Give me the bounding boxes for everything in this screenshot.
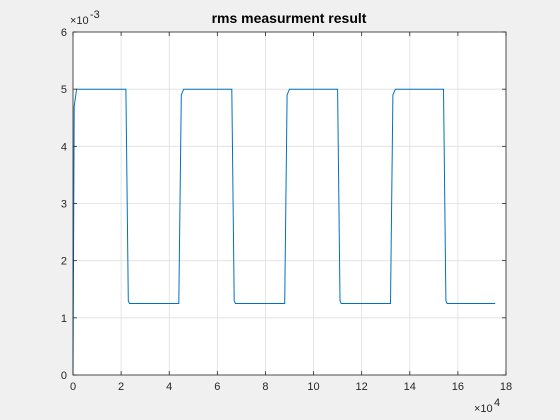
x-exponent-power: 4 — [494, 397, 500, 409]
series-line-0 — [72, 88, 496, 376]
x-exponent: ×10 4 — [474, 397, 500, 415]
ticks — [72, 31, 507, 376]
y-tick-label: 5 — [61, 84, 67, 96]
x-tick-label: 6 — [214, 381, 220, 393]
y-exponent-power: -3 — [90, 9, 100, 21]
series-layer — [72, 88, 496, 376]
chart-title: rms measurment result — [212, 10, 367, 26]
x-tick-label: 8 — [262, 381, 268, 393]
y-tick-label: 6 — [61, 27, 67, 39]
y-tick-label: 3 — [61, 199, 67, 211]
x-tick-label: 2 — [118, 381, 124, 393]
x-tick-label: 16 — [452, 381, 464, 393]
x-tick-label: 10 — [307, 381, 319, 393]
y-tick-label: 0 — [61, 370, 67, 382]
x-tick-label: 18 — [500, 381, 512, 393]
x-tick-label: 12 — [356, 381, 368, 393]
y-tick-label: 1 — [61, 313, 67, 325]
x-tick-label: 4 — [166, 381, 172, 393]
y-exponent-base: ×10 — [70, 15, 89, 27]
x-tick-label: 0 — [70, 381, 76, 393]
x-exponent-base: ×10 — [474, 403, 493, 415]
y-tick-label: 4 — [61, 141, 67, 153]
y-exponent: ×10 -3 — [70, 9, 100, 27]
y-tick-label: 2 — [61, 256, 67, 268]
x-tick-label: 14 — [404, 381, 416, 393]
